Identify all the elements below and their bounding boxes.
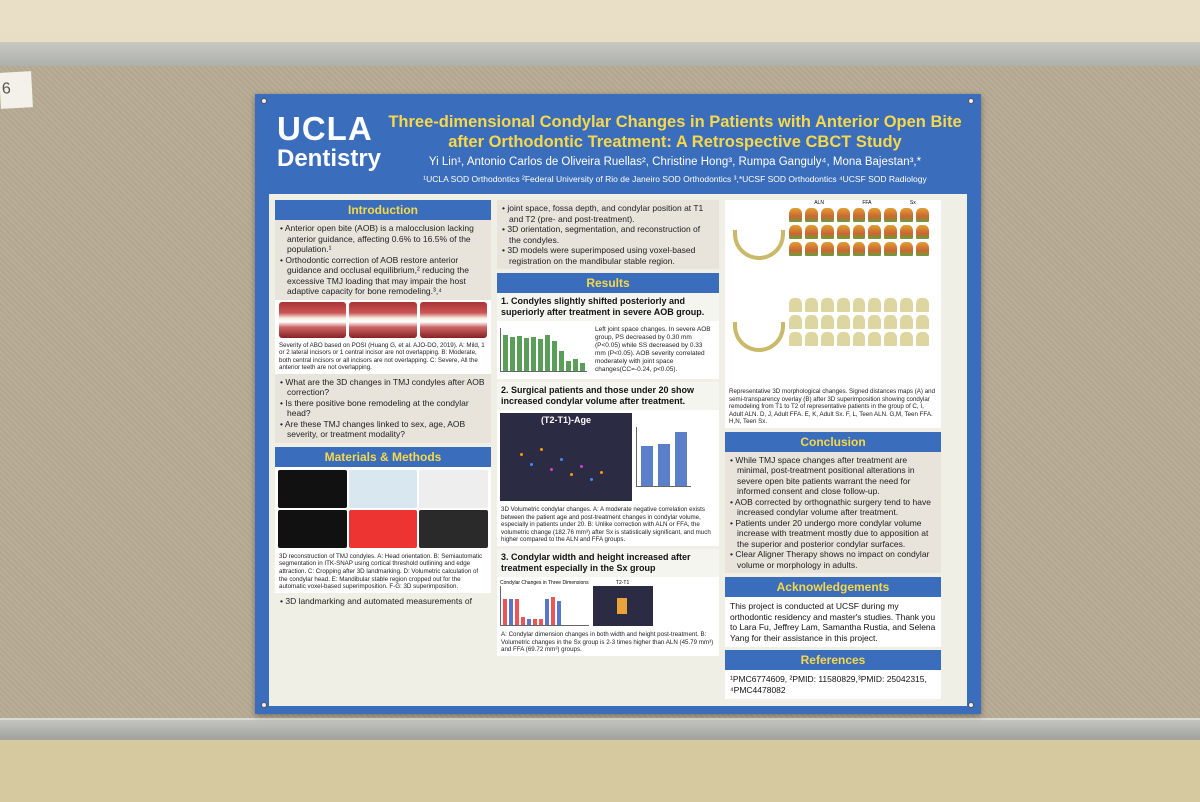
severity-caption: Severity of ABO based on POSI (Huang G, … xyxy=(275,339,491,374)
joint-space-bar-chart xyxy=(500,328,587,372)
question-item: Are these TMJ changes linked to sex, age… xyxy=(280,419,486,440)
references-text: ¹PMC6774609, ²PMID: 11580829,³PMID: 2504… xyxy=(725,670,941,700)
conclusion-item: AOB corrected by orthognathic surgery te… xyxy=(730,497,936,518)
floor xyxy=(0,740,1200,802)
dimension-chart-title: Condylar Changes in Three Dimensions xyxy=(500,579,589,586)
left-column: Introduction Anterior open bite (AOB) is… xyxy=(275,200,491,610)
pushpin-icon xyxy=(968,702,974,708)
poster-authors: Yi Lin¹, Antonio Carlos de Oliveira Ruel… xyxy=(428,156,922,168)
introduction-header: Introduction xyxy=(275,200,491,220)
morphology-figure: ALN FFA Sx xyxy=(725,200,941,386)
pushpin-icon xyxy=(261,98,267,104)
question-item: What are the 3D changes in TMJ condyles … xyxy=(280,377,486,398)
conclusion-item: While TMJ space changes after treatment … xyxy=(730,455,936,497)
method-bullet: 3D models were superimposed using voxel-… xyxy=(502,245,714,266)
dimension-chart: Condylar Changes in Three Dimensions xyxy=(500,580,589,626)
volume-panel: (T2-T1)-Age xyxy=(497,410,719,504)
methods-continued: joint space, fossa depth, and condylar p… xyxy=(497,200,719,269)
volume-bar-chart xyxy=(636,427,691,487)
mandible-overlay xyxy=(733,322,785,352)
volume-image xyxy=(348,509,418,548)
conclusion-item: Patients under 20 undergo more condylar … xyxy=(730,518,936,550)
top-rail xyxy=(0,42,1200,68)
intraoral-photos xyxy=(275,299,491,340)
joint-space-note: Left joint space changes. In severe AOB … xyxy=(591,324,716,376)
research-questions: What are the 3D changes in TMJ condyles … xyxy=(275,373,491,443)
reconstruction-figure xyxy=(275,466,491,551)
methods-header: Materials & Methods xyxy=(275,446,491,467)
logo-line1: UCLA xyxy=(277,110,373,147)
middle-column: joint space, fossa depth, and condylar p… xyxy=(497,200,719,656)
methods-bullet: 3D landmarking and automated measurement… xyxy=(275,592,491,610)
finding-1-title: 1. Condyles slightly shifted posteriorly… xyxy=(497,293,719,321)
ack-text: This project is conducted at UCSF during… xyxy=(725,597,941,648)
research-poster: UCLA Dentistry Three-dimensional Condyla… xyxy=(255,94,981,714)
dimension-panel: Condylar Changes in Three Dimensions T2-… xyxy=(497,576,719,629)
age-scatter-plot: (T2-T1)-Age xyxy=(500,413,632,501)
side-tag: 6 xyxy=(0,71,33,109)
teeth-photo xyxy=(279,301,347,338)
morph-label-aln: ALN xyxy=(814,200,824,206)
mandible-image xyxy=(419,469,488,508)
references-header: References xyxy=(725,650,941,671)
question-item: Is there positive bone remodeling at the… xyxy=(280,398,486,419)
t2-t1-boxplot: T2-T1 xyxy=(592,579,653,626)
bottom-rail xyxy=(0,718,1200,740)
results-header: Results xyxy=(497,273,719,293)
scatter-title: (T2-T1)-Age xyxy=(541,415,591,425)
intro-bullet: Orthodontic correction of AOB restore an… xyxy=(280,255,486,297)
logo-line2: Dentistry xyxy=(277,145,382,172)
dimension-caption: A: Condylar dimension changes in both wi… xyxy=(497,628,719,656)
morphology-caption: Representative 3D morphological changes.… xyxy=(725,386,941,428)
conclusion-header: Conclusion xyxy=(725,431,941,452)
ack-header: Acknowledgements xyxy=(725,577,941,598)
teeth-photo xyxy=(419,301,487,338)
morph-label-ffa: FFA xyxy=(862,200,872,206)
superimposition-image xyxy=(419,509,488,548)
ucla-dentistry-logo: UCLA Dentistry xyxy=(277,112,381,171)
poster-content: Introduction Anterior open bite (AOB) is… xyxy=(269,194,967,706)
pushpin-icon xyxy=(968,98,974,104)
volume-caption: 3D Volumetric condylar changes. A: A mod… xyxy=(497,504,719,546)
morph-label-sx: Sx xyxy=(909,200,916,206)
teeth-photo xyxy=(349,301,417,338)
skull-scan-image xyxy=(278,469,347,508)
poster-title: Three-dimensional Condylar Changes in Pa… xyxy=(388,113,962,151)
right-column: ALN FFA Sx Representative 3D morpholog xyxy=(725,200,941,700)
orientation-plane-image xyxy=(348,469,418,508)
methods-caption: 3D reconstruction of TMJ condyles. A: He… xyxy=(275,550,491,593)
pushpin-icon xyxy=(261,702,267,708)
methods-bullet-text: 3D landmarking and automated measurement… xyxy=(280,596,486,607)
segmentation-image xyxy=(278,509,347,548)
conclusion-text: While TMJ space changes after treatment … xyxy=(725,451,941,574)
dimension-bars xyxy=(500,585,589,626)
finding-2-title: 2. Surgical patients and those under 20 … xyxy=(497,382,719,410)
poster-affiliations: ¹UCLA SOD Orthodontics ²Federal Universi… xyxy=(423,174,927,184)
finding-3-title: 3. Condylar width and height increased a… xyxy=(497,548,719,577)
condyle-grid-b xyxy=(789,298,929,346)
introduction-text: Anterior open bite (AOB) is a malocclusi… xyxy=(275,220,491,300)
method-bullet: 3D orientation, segmentation, and recons… xyxy=(502,224,714,245)
mandible-distance-map xyxy=(733,230,785,260)
intro-bullet: Anterior open bite (AOB) is a malocclusi… xyxy=(280,223,486,255)
method-bullet: joint space, fossa depth, and condylar p… xyxy=(502,203,714,224)
joint-space-panel: Left joint space changes. In severe AOB … xyxy=(497,321,719,379)
condyle-grid-a xyxy=(789,208,929,256)
boxplot-title: T2-T1 xyxy=(615,579,630,586)
conclusion-item: Clear Aligner Therapy shows no impact on… xyxy=(730,549,936,570)
